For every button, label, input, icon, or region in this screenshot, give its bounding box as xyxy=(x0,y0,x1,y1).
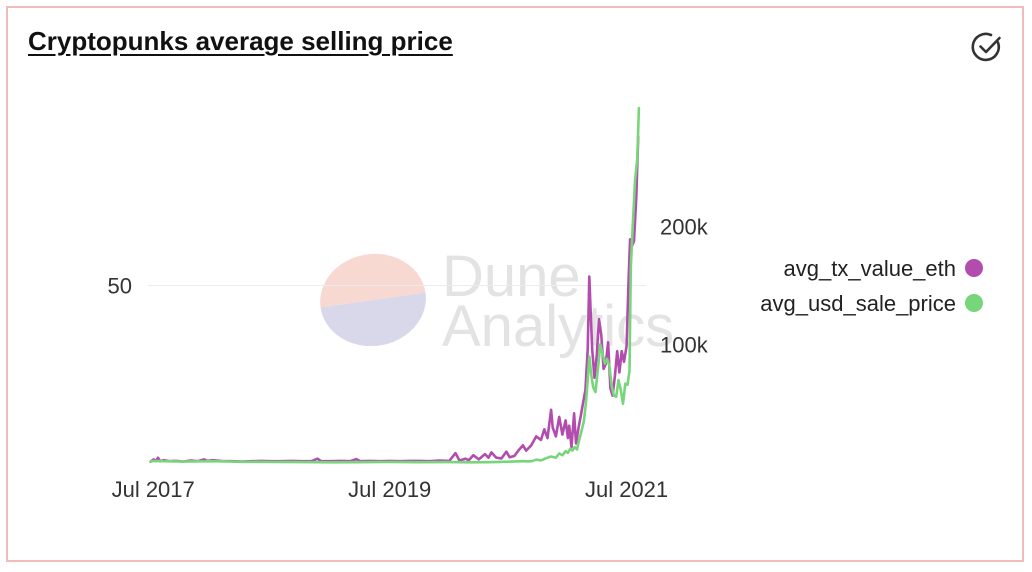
x-tick-label: Jul 2019 xyxy=(348,477,431,502)
watermark-line1: Dune xyxy=(442,244,581,309)
y-right-tick-label: 100k xyxy=(660,333,709,358)
x-tick-label: Jul 2021 xyxy=(585,477,668,502)
series-line-avg_usd_sale_price xyxy=(149,106,641,464)
chart-card: Cryptopunks average selling price xyxy=(6,6,1024,562)
x-tick-label: Jul 2017 xyxy=(112,477,195,502)
y-left-tick-label: 50 xyxy=(108,274,132,299)
watermark: Dune Analytics xyxy=(320,244,674,359)
legend-swatch xyxy=(965,294,983,312)
watermark-line2: Analytics xyxy=(442,294,674,359)
chart-title[interactable]: Cryptopunks average selling price xyxy=(28,26,453,56)
y-right-tick-label: 200k xyxy=(660,214,709,239)
legend-label: avg_tx_value_eth xyxy=(784,256,956,281)
check-circle-icon[interactable] xyxy=(970,30,1004,64)
legend-item[interactable]: avg_tx_value_eth xyxy=(784,256,983,281)
legend-item[interactable]: avg_usd_sale_price xyxy=(760,291,983,316)
legend-label: avg_usd_sale_price xyxy=(760,291,956,316)
legend-swatch xyxy=(965,259,983,277)
